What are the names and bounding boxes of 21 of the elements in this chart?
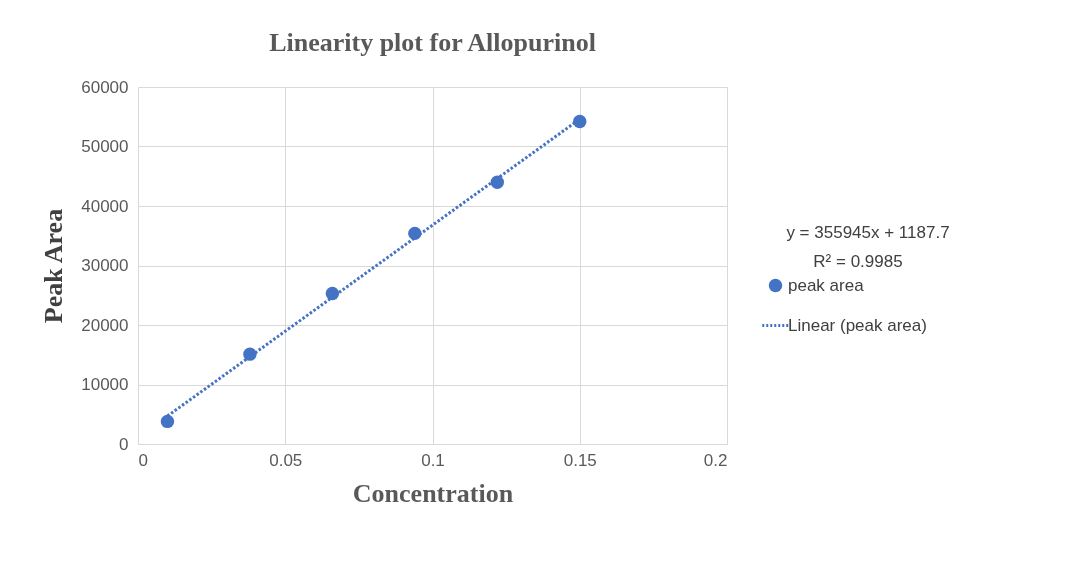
y-tick-label: 30000 — [81, 256, 129, 275]
legend-label: Linear (peak area) — [788, 315, 927, 335]
y-tick-label: 20000 — [81, 315, 129, 335]
point — [573, 114, 587, 129]
y-axis-title: Peak Area — [39, 208, 69, 324]
x-tick-label: 0.1 — [421, 450, 445, 470]
point — [160, 414, 175, 429]
y-tick-label: 0 — [119, 434, 129, 454]
x-axis-title: Concentration — [352, 478, 514, 508]
x-tick-label: 0.2 — [703, 450, 728, 470]
x-tick-label: 0.05 — [269, 450, 303, 470]
y-tick-label: 60000 — [81, 77, 129, 97]
text: y = 355945x + 1187.7 — [786, 223, 950, 242]
y-tick-label: 10000 — [81, 375, 129, 394]
chart-title: Linearity plot for Allopurinol — [269, 28, 596, 57]
x-tick-label: 0.15 — [563, 450, 597, 470]
text: R² = 0.9985 — [813, 252, 903, 271]
y-tick-label: 40000 — [81, 196, 129, 216]
x-tick-label: 0 — [138, 450, 148, 470]
legend-label: peak area — [788, 275, 865, 295]
y-tick-label: 50000 — [81, 137, 129, 156]
